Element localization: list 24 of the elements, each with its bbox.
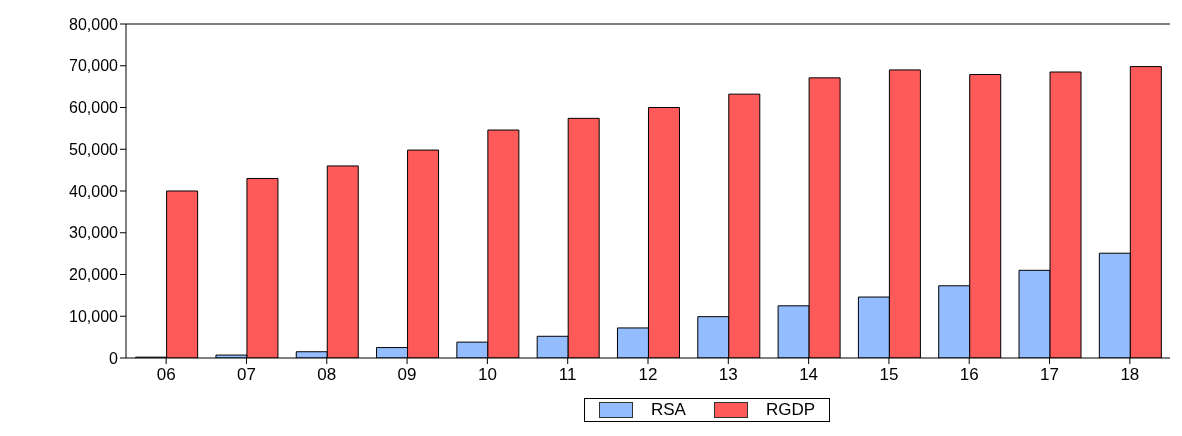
x-tick-label: 06 [156, 365, 176, 385]
y-tick-label: 50,000 [69, 140, 119, 158]
y-tick-label: 40,000 [69, 182, 119, 200]
x-tick-label: 08 [317, 365, 337, 385]
x-tick-label: 15 [879, 365, 899, 385]
y-tick-label: 30,000 [69, 224, 119, 242]
y-tick-label: 0 [109, 349, 119, 367]
x-tick-label: 13 [718, 365, 738, 385]
legend-label: RSA [650, 400, 686, 420]
y-tick-label: 80,000 [69, 15, 119, 33]
x-tick-label: 12 [638, 365, 658, 385]
x-tick-label: 17 [1040, 365, 1059, 385]
x-tick-label: 11 [558, 365, 577, 385]
x-tick-label: 16 [959, 365, 979, 385]
x-tick-label: 10 [477, 365, 497, 385]
y-tick-label: 70,000 [69, 57, 119, 75]
y-tick-label: 20,000 [69, 266, 119, 284]
x-tick-label: 14 [799, 365, 819, 385]
x-tick-label: 07 [237, 365, 256, 385]
x-tick-label: 18 [1120, 365, 1140, 385]
x-tick-label: 09 [397, 365, 417, 385]
y-tick-label: 60,000 [69, 99, 119, 117]
legend-label: RGDP [765, 400, 816, 420]
y-tick-label: 10,000 [69, 307, 119, 325]
